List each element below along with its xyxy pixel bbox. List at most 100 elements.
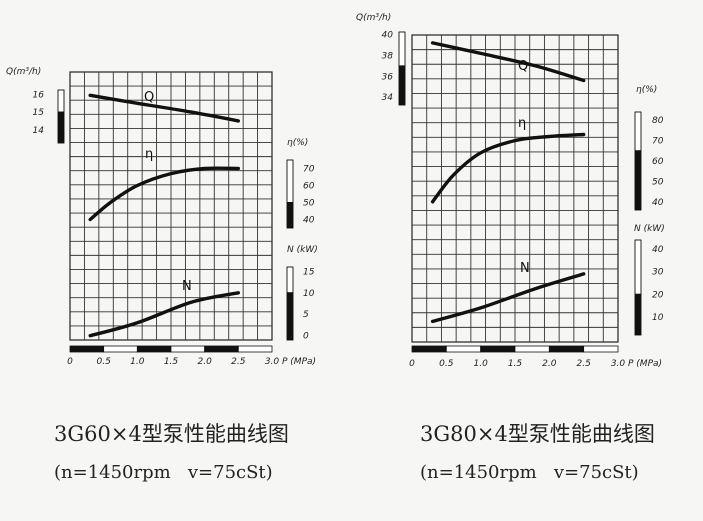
series-line-q (88, 93, 240, 123)
n-tick-label: 15 (303, 267, 315, 277)
n-axis: N (kW) 15 10 5 0 (286, 245, 318, 342)
n-tick-label: 10 (303, 289, 315, 299)
eta-tick-label: 40 (652, 198, 664, 208)
x-tick-label: 0.5 (97, 357, 112, 367)
q-scale-dark (57, 111, 65, 144)
x-tick-label: 1.0 (130, 357, 145, 367)
eta-axis: η(%) 70 60 50 40 (286, 138, 315, 229)
eta-axis-label: η(%) (636, 85, 657, 95)
eta-curve-label: η (518, 116, 526, 131)
n-tick-label: 20 (652, 290, 664, 300)
x-tick-label: 2.5 (231, 357, 246, 367)
n-tick-label: 30 (652, 268, 664, 278)
x-tick-label: 0 (409, 359, 415, 369)
chart-subcaption: (n=1450rpm v=75cSt) (54, 462, 273, 483)
x-tick-label: 0.5 (439, 359, 454, 369)
q-tick-label: 15 (33, 108, 45, 118)
eta-tick-label: 40 (303, 216, 315, 226)
x-scale-segment (480, 345, 516, 353)
q-axis: Q(m³/h) 16 15 14 (6, 67, 65, 144)
x-scale-segment (445, 345, 482, 353)
n-tick-label: 0 (303, 332, 309, 342)
x-axis-tick-labels: 0 0.5 1.0 1.5 2.0 2.5 3.0 (409, 359, 625, 369)
x-scale-segment (548, 345, 585, 353)
eta-tick-label: 60 (652, 157, 664, 167)
x-tick-label: 2.5 (577, 359, 592, 369)
n-axis-label: N (kW) (287, 245, 318, 255)
series-line-n (430, 272, 586, 324)
n-tick-label: 5 (303, 310, 309, 320)
eta-axis: η(%) 80 70 60 50 40 (634, 85, 664, 211)
chart-3g60x4: 0 0.5 1.0 1.5 2.0 2.5 3.0 P (MPa) Q(m³/h) 16 15… (6, 67, 318, 483)
q-tick-label: 14 (33, 126, 45, 136)
q-tick-label: 16 (33, 90, 45, 100)
x-tick-label: 2.0 (542, 359, 557, 369)
x-scale-segment (103, 345, 138, 353)
x-tick-label: 0 (67, 357, 73, 367)
n-curve-label: N (520, 261, 530, 276)
eta-tick-label: 70 (303, 165, 315, 175)
series-line-q (430, 41, 586, 83)
x-tick-label: 2.0 (198, 357, 213, 367)
q-curve-label: Q (518, 59, 528, 74)
q-axis-label: Q(m³/h) (356, 13, 391, 23)
n-axis-label: N (kW) (634, 224, 665, 234)
x-scale-segment (237, 345, 273, 353)
n-axis: N (kW) 40 30 20 10 (634, 224, 665, 336)
x-axis-scale-bar (69, 345, 273, 353)
eta-tick-label: 80 (652, 116, 664, 126)
q-tick-label: 36 (382, 72, 394, 82)
eta-scale-light (286, 159, 294, 203)
eta-tick-label: 50 (652, 177, 664, 187)
x-tick-label: 3.0 (611, 359, 626, 369)
q-tick-label: 38 (382, 51, 394, 61)
eta-tick-label: 50 (303, 199, 315, 209)
grid-lines (411, 34, 619, 343)
q-curve-label: Q (144, 90, 154, 105)
x-scale-segment (69, 345, 105, 353)
n-scale-light (286, 266, 294, 294)
x-tick-label: 1.0 (474, 359, 489, 369)
eta-axis-label: η(%) (287, 138, 308, 148)
x-scale-segment (411, 345, 447, 353)
x-scale-segment (514, 345, 550, 353)
x-axis-label: P (MPa) (628, 359, 662, 369)
chart-subcaption: (n=1450rpm v=75cSt) (420, 462, 639, 483)
eta-curve-label: η (145, 147, 153, 162)
x-tick-label: 3.0 (265, 357, 280, 367)
x-scale-segment (583, 345, 619, 353)
eta-tick-label: 70 (652, 137, 664, 147)
x-scale-segment (170, 345, 206, 353)
eta-scale-dark (286, 202, 294, 229)
grid-lines (69, 71, 273, 341)
eta-scale-light (634, 111, 642, 152)
series-line-n (88, 291, 240, 338)
n-scale-dark (286, 292, 294, 341)
n-scale-light (634, 239, 642, 295)
q-axis: Q(m³/h) 40 38 36 34 (356, 13, 406, 106)
q-tick-label: 40 (382, 31, 394, 41)
x-axis-label: P (MPa) (282, 357, 316, 367)
x-axis-scale-bar (411, 345, 619, 353)
x-scale-segment (204, 345, 239, 353)
series-line-eta (88, 166, 240, 222)
n-scale-dark (634, 293, 642, 336)
q-tick-label: 34 (382, 93, 394, 103)
performance-curves (430, 41, 586, 324)
performance-curves (88, 93, 240, 338)
x-tick-label: 1.5 (164, 357, 179, 367)
series-line-eta (430, 132, 586, 204)
x-tick-label: 1.5 (508, 359, 523, 369)
chart-3g80x4: 0 0.5 1.0 1.5 2.0 2.5 3.0 P (MPa) Q(m³/h) 40 38… (356, 13, 665, 483)
chart-caption: 3G60×4型泵性能曲线图 (54, 422, 289, 446)
eta-tick-label: 60 (303, 182, 315, 192)
q-scale-dark (398, 65, 406, 106)
q-axis-label: Q(m³/h) (6, 67, 41, 77)
x-axis-tick-labels: 0 0.5 1.0 1.5 2.0 2.5 3.0 (67, 357, 279, 367)
x-scale-segment (136, 345, 172, 353)
n-curve-label: N (182, 279, 192, 294)
chart-caption: 3G80×4型泵性能曲线图 (420, 422, 655, 446)
q-scale-light (398, 31, 406, 67)
n-tick-label: 40 (652, 245, 664, 255)
